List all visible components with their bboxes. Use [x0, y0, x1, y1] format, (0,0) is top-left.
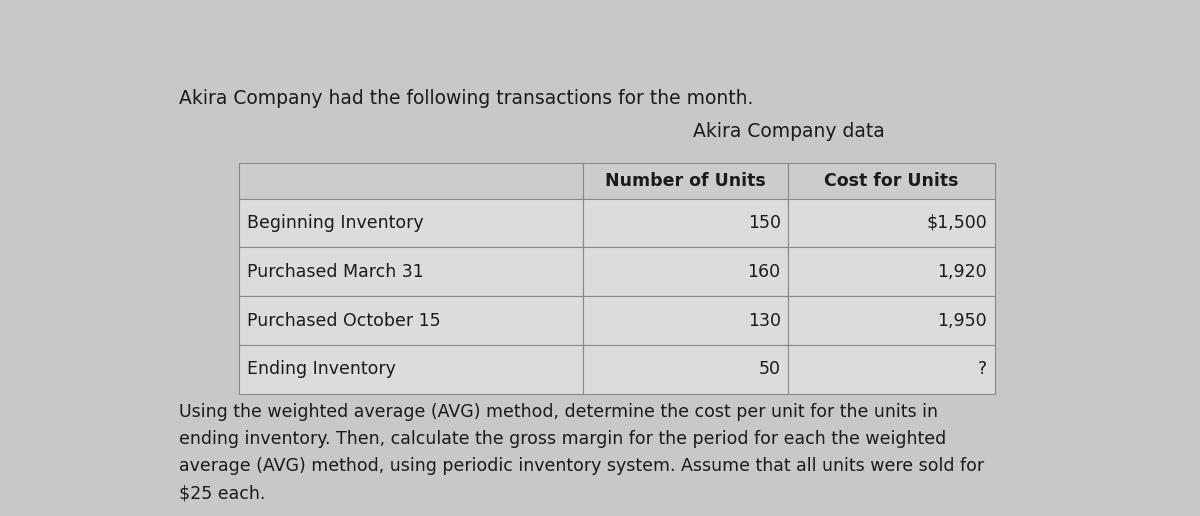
Bar	[239, 296, 583, 345]
Bar	[788, 199, 995, 247]
Bar	[583, 199, 788, 247]
Text: 50: 50	[758, 360, 781, 378]
Text: Purchased March 31: Purchased March 31	[247, 263, 424, 281]
Bar	[583, 296, 788, 345]
Bar	[583, 247, 788, 296]
Text: 160: 160	[748, 263, 781, 281]
Bar	[788, 247, 995, 296]
Text: 150: 150	[748, 214, 781, 232]
Text: 130: 130	[748, 312, 781, 330]
Text: Ending Inventory: Ending Inventory	[247, 360, 396, 378]
Bar	[583, 163, 788, 199]
Bar	[788, 345, 995, 394]
Bar	[239, 345, 583, 394]
Text: ?: ?	[978, 360, 986, 378]
Bar	[788, 163, 995, 199]
Text: Akira Company data: Akira Company data	[692, 122, 884, 141]
Text: 1,920: 1,920	[937, 263, 986, 281]
Text: Number of Units: Number of Units	[605, 172, 766, 190]
Bar	[788, 296, 995, 345]
Text: Beginning Inventory: Beginning Inventory	[247, 214, 424, 232]
Text: Using the weighted average (AVG) method, determine the cost per unit for the uni: Using the weighted average (AVG) method,…	[180, 403, 984, 503]
Bar	[239, 163, 583, 199]
Bar	[239, 247, 583, 296]
Bar	[583, 345, 788, 394]
Text: Akira Company had the following transactions for the month.: Akira Company had the following transact…	[180, 89, 754, 108]
Text: 1,950: 1,950	[937, 312, 986, 330]
Bar	[239, 199, 583, 247]
Text: $1,500: $1,500	[926, 214, 986, 232]
Text: Purchased October 15: Purchased October 15	[247, 312, 440, 330]
Text: Cost for Units: Cost for Units	[824, 172, 959, 190]
